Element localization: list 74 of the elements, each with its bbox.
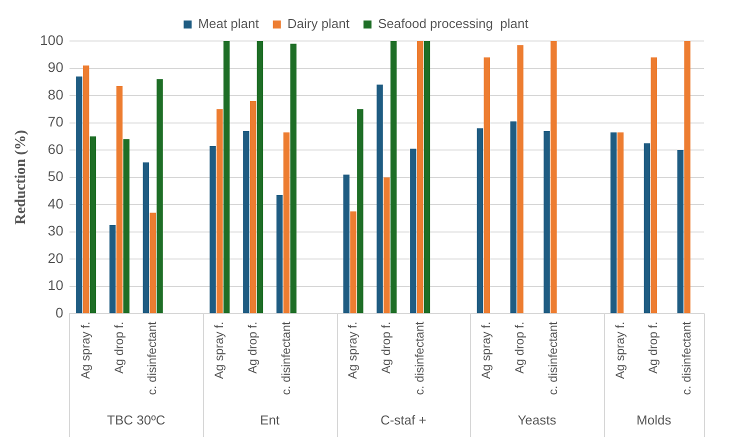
bar (684, 41, 690, 314)
bar (76, 76, 82, 314)
bar (243, 130, 250, 314)
legend-label: Seafood processing plant (378, 16, 529, 32)
text: TBC 30ºC (107, 412, 166, 428)
text: Molds (636, 412, 672, 428)
x-tick-label: c. disinfectant (680, 320, 694, 396)
bar (484, 57, 490, 314)
bar (424, 41, 430, 314)
x-tick-label: Ag spray f. (479, 322, 494, 379)
y-tick-label: 50 (48, 168, 64, 184)
x-tick-label: Ag drop f. (112, 322, 126, 374)
bar (410, 148, 416, 314)
bar (610, 132, 617, 314)
y-tick-label: 20 (48, 250, 64, 266)
bar (384, 177, 390, 314)
bar (116, 86, 123, 314)
bar (90, 136, 96, 314)
bar (150, 212, 156, 314)
bar (677, 150, 684, 314)
text: C-staf + (380, 412, 426, 428)
bar (416, 41, 424, 314)
bar (650, 57, 658, 314)
x-tick-label: Ag drop f. (378, 322, 393, 374)
bar (350, 211, 356, 314)
y-tick-label: 40 (48, 195, 64, 212)
x-tick-label: c. disinfectant (412, 320, 426, 396)
x-tick-label: c. disinfectant (145, 320, 160, 396)
bar (256, 41, 264, 314)
bar (156, 79, 163, 314)
x-tick-label: Ag drop f. (646, 322, 660, 374)
bar (343, 174, 350, 314)
y-tick-label: 80 (48, 86, 64, 102)
x-tick-label: Ag spray f. (78, 322, 92, 379)
x-tick-label: Ag drop f. (512, 322, 527, 374)
bar (216, 109, 223, 314)
x-tick-label: c. disinfectant (278, 320, 293, 396)
bar (210, 146, 216, 314)
bar (123, 139, 130, 314)
x-tick-label: Ag drop f. (245, 322, 260, 374)
text: Yeasts (518, 412, 557, 428)
bar (290, 44, 296, 314)
legend-label: Meat plant (198, 16, 260, 32)
bar (390, 41, 397, 314)
bar (276, 195, 283, 314)
y-tick-label: 10 (48, 277, 64, 294)
bar (142, 162, 150, 314)
bar (283, 132, 290, 314)
text: Ent (260, 412, 280, 428)
x-tick-label: Ag spray f. (612, 322, 627, 379)
bar (644, 143, 650, 314)
y-tick-label: 70 (48, 114, 64, 130)
y-tick-label: 90 (48, 59, 64, 76)
bar (617, 132, 624, 314)
bar (223, 41, 230, 314)
bar (250, 100, 256, 314)
bar (544, 130, 550, 314)
y-tick-label: 30 (48, 222, 64, 239)
y-tick-label: 60 (48, 140, 64, 157)
x-tick-label: c. disinfectant (546, 320, 560, 396)
bar (357, 109, 364, 314)
y-tick-label: 100 (40, 32, 64, 48)
bar (517, 45, 524, 314)
bar (376, 84, 383, 314)
bar (510, 121, 516, 314)
bar (109, 225, 116, 314)
x-tick-label: Ag spray f. (346, 322, 360, 379)
legend-label: Dairy plant (287, 16, 350, 32)
bar (550, 41, 557, 314)
x-tick-label: Ag spray f. (212, 322, 226, 379)
y-tick-label: 0 (56, 304, 64, 320)
bar (82, 66, 90, 314)
bar (476, 128, 484, 314)
y-axis-title: Reduction (%) (12, 130, 29, 225)
